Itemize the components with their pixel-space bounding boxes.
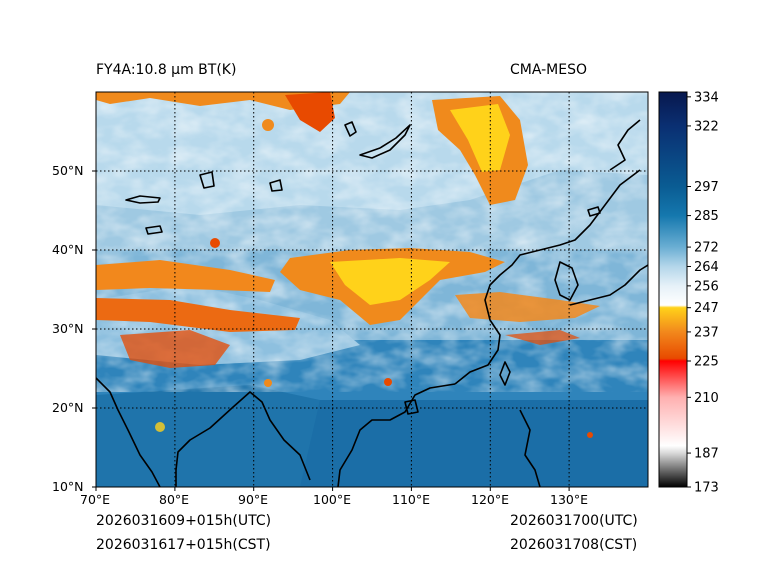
lon-label: 110°E (392, 492, 431, 507)
colorbar-tick-label: 210 (694, 391, 719, 406)
cloud-band-east (455, 292, 600, 322)
colorbar-tick-label: 322 (694, 119, 719, 134)
cloud-band-west-2 (96, 298, 300, 332)
cloud-cell (210, 238, 220, 248)
colorbar-tick-label: 247 (694, 301, 719, 316)
southwest-clear-region (96, 385, 320, 487)
colorbar-tick-label: 237 (694, 325, 719, 340)
coastline-sakhalin (609, 119, 641, 171)
coastline-south-asia (96, 377, 161, 487)
lon-label: 120°E (471, 492, 510, 507)
colorbar-tick-label: 285 (694, 209, 719, 224)
figure-title-left: FY4A:10.8 µm BT(K) (96, 62, 237, 78)
map-panel (96, 92, 648, 487)
coastline-japan (569, 264, 648, 306)
colorbar-tick-label: 264 (694, 260, 719, 275)
axis-ticks (92, 170, 570, 491)
lat-label: 20°N (52, 400, 84, 415)
lake-north-4 (145, 225, 163, 235)
lat-label: 50°N (52, 163, 84, 178)
valid-time-cst: 2026031708(CST) (510, 537, 638, 553)
lon-label: 100°E (313, 492, 352, 507)
lon-label: 90°E (238, 492, 269, 507)
colorbar-ticks: 173 187 210 225 237 247 256 264 272 285 297 322 334 (687, 90, 719, 496)
cloud-cell (262, 119, 274, 131)
map-frame (95, 91, 649, 488)
coastline-taiwan (499, 361, 511, 386)
cloud-band-east-streak (505, 330, 580, 345)
colorbar-tick-label: 225 (694, 354, 719, 369)
graticule (96, 92, 648, 487)
cloud-cell (587, 432, 593, 438)
lon-label: 80°E (159, 492, 190, 507)
lake-baikal (359, 124, 411, 159)
cloud-cell (264, 379, 272, 387)
cloud-band-west (96, 260, 275, 292)
coastline-china (454, 169, 641, 385)
colorbar-tick-label: 256 (694, 279, 719, 294)
figure-title-right: CMA-MESO (510, 62, 588, 78)
init-time-utc: 2026031609+015h(UTC) (96, 513, 272, 529)
colorbar-tick-label: 272 (694, 241, 719, 256)
coastline-korea (554, 261, 579, 301)
cloud-top-northeast-core (450, 104, 510, 172)
colorbar-tick-label: 334 (694, 90, 719, 105)
lake-north-1 (344, 121, 357, 137)
colorbar-bar (658, 91, 688, 488)
colorbar-tick-label: 187 (694, 447, 719, 462)
coastlines (96, 119, 648, 487)
colorbar-tick-label: 173 (694, 481, 719, 496)
cloud-band-central-china-core (330, 258, 450, 305)
coastline-indochina (337, 383, 456, 487)
lake-north-2 (199, 171, 215, 189)
lat-label: 30°N (52, 321, 84, 336)
cloud-cell (155, 422, 165, 432)
coastline-bay-of-bengal (175, 391, 311, 487)
lat-label: 40°N (52, 242, 84, 257)
lake-qinghai (587, 206, 601, 217)
lon-label: 130°E (550, 492, 589, 507)
valid-time-utc: 2026031700(UTC) (510, 513, 638, 529)
lake-balkhash (125, 195, 161, 204)
cloud-top-northwest-curl (285, 92, 335, 132)
lat-label: 10°N (52, 479, 84, 494)
lake-north-3 (269, 179, 283, 192)
cloud-cell (384, 378, 392, 386)
init-time-cst: 2026031617+015h(CST) (96, 537, 271, 553)
coastline-philippines (519, 409, 541, 487)
lon-label: 70°E (80, 492, 111, 507)
colorbar-tick-label: 297 (694, 180, 719, 195)
